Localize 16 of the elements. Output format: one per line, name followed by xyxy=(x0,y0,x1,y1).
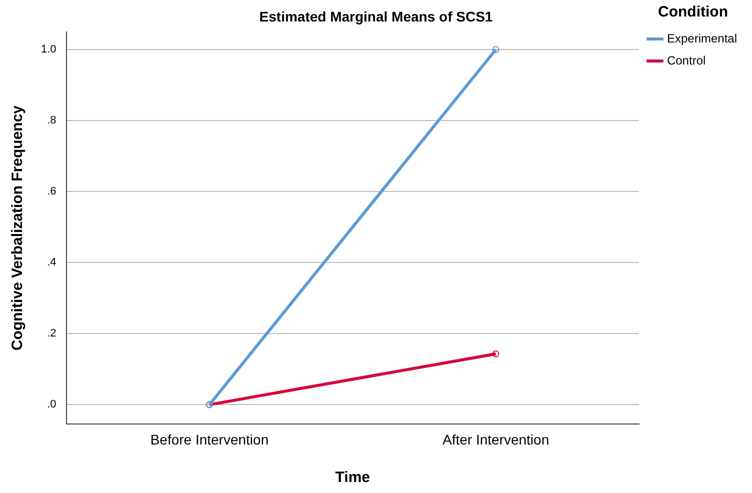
point xyxy=(492,350,500,358)
y-tick-label: .2 xyxy=(47,328,56,340)
x-tick-label: Before Intervention xyxy=(150,431,269,448)
legend-title: Condition xyxy=(658,4,728,21)
legend-label: Control xyxy=(666,53,706,68)
legend-label: Experimental xyxy=(666,31,737,46)
y-tick-label: .4 xyxy=(47,256,56,269)
y-tick-label: .8 xyxy=(47,114,56,127)
x-axis-title: Time xyxy=(335,469,370,486)
point xyxy=(492,46,500,54)
y-tick-label: .0 xyxy=(47,398,56,411)
y-tick-label: .6 xyxy=(47,186,56,198)
x-tick-label: After Intervention xyxy=(442,431,550,448)
chart-title: Estimated Marginal Means of SCS1 xyxy=(259,8,493,24)
y-axis-title: Cognitive Verbalization Frequency xyxy=(9,104,26,351)
y-tick-label: 1.0 xyxy=(40,44,56,56)
